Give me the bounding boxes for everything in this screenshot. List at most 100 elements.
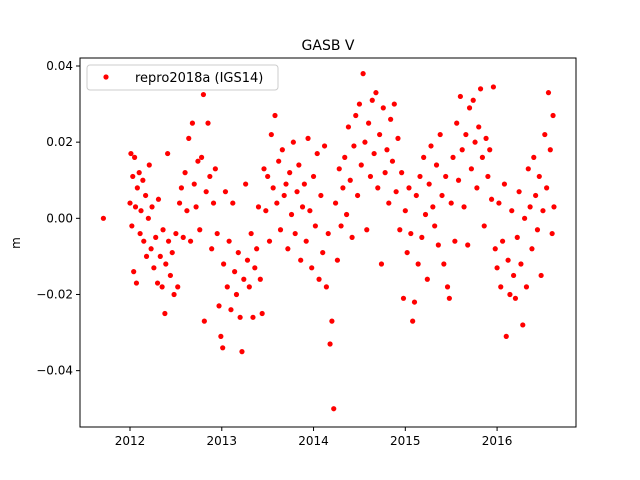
data-point xyxy=(525,166,531,172)
data-point xyxy=(288,211,295,218)
data-point xyxy=(343,211,350,218)
data-point xyxy=(503,333,509,339)
data-point xyxy=(406,185,412,191)
data-point xyxy=(228,307,234,313)
data-point xyxy=(336,166,342,172)
data-point xyxy=(433,162,440,168)
data-point xyxy=(499,238,506,244)
data-point xyxy=(550,112,556,119)
data-point xyxy=(268,131,274,138)
data-point xyxy=(404,249,410,256)
data-point xyxy=(397,227,403,233)
y-tick-label: 0.04 xyxy=(46,59,73,73)
data-point xyxy=(257,276,263,282)
legend-marker xyxy=(103,74,109,80)
data-point xyxy=(254,246,260,252)
data-point xyxy=(347,177,353,183)
data-point xyxy=(470,97,476,103)
data-point xyxy=(540,208,546,214)
data-point xyxy=(312,223,318,229)
data-point xyxy=(151,265,157,271)
data-point xyxy=(454,120,460,126)
data-point xyxy=(446,295,452,301)
x-tick-label: 2013 xyxy=(207,434,238,448)
data-point xyxy=(459,147,465,153)
data-point xyxy=(424,276,430,282)
data-point xyxy=(176,200,183,206)
data-point xyxy=(375,185,381,191)
data-point xyxy=(232,269,238,275)
data-point xyxy=(149,204,155,210)
data-point xyxy=(516,189,522,195)
data-point xyxy=(522,215,528,221)
data-point xyxy=(395,135,401,141)
data-point xyxy=(216,303,222,309)
x-tick-label: 2016 xyxy=(482,434,513,448)
data-point xyxy=(290,139,296,145)
data-point xyxy=(160,227,166,233)
data-point xyxy=(468,166,474,172)
y-axis-label: m xyxy=(9,237,23,249)
data-point xyxy=(345,124,352,130)
data-point xyxy=(542,131,548,138)
data-point xyxy=(169,249,175,256)
data-point xyxy=(187,238,194,244)
data-point xyxy=(351,143,357,149)
data-point xyxy=(498,284,504,290)
data-point xyxy=(476,124,482,130)
data-point xyxy=(178,185,185,191)
y-tick-label: −0.04 xyxy=(36,364,73,378)
data-point xyxy=(186,135,192,141)
data-point xyxy=(334,257,341,263)
data-point xyxy=(299,204,306,210)
data-point xyxy=(487,147,493,153)
data-point xyxy=(226,238,232,244)
data-point xyxy=(518,261,524,267)
data-point xyxy=(523,284,530,290)
data-point xyxy=(100,215,107,221)
data-point xyxy=(358,162,364,168)
data-point xyxy=(362,139,368,145)
data-point xyxy=(435,242,441,248)
data-point xyxy=(529,246,535,252)
legend-label: repro2018a (IGS14) xyxy=(135,71,263,86)
x-axis: 2012 2013 2014 2015 2016 xyxy=(115,427,513,448)
data-point xyxy=(197,227,203,233)
data-point xyxy=(366,120,372,126)
data-point xyxy=(422,211,429,218)
data-point xyxy=(270,185,276,191)
data-point xyxy=(411,299,418,305)
data-point xyxy=(477,86,484,92)
legend-box xyxy=(86,64,279,91)
data-point xyxy=(349,234,355,240)
data-point xyxy=(466,105,473,111)
data-point xyxy=(266,238,273,244)
data-point xyxy=(235,249,241,256)
data-point xyxy=(472,139,478,145)
data-point xyxy=(218,333,224,339)
data-point xyxy=(134,185,140,191)
data-point xyxy=(329,318,335,324)
data-point xyxy=(303,238,309,244)
data-point xyxy=(132,204,139,210)
data-point xyxy=(386,200,392,206)
data-point xyxy=(244,257,251,263)
data-point xyxy=(283,181,289,187)
data-point xyxy=(331,406,337,412)
data-point xyxy=(321,143,328,149)
data-point xyxy=(533,192,539,199)
y-axis: 0.04 0.02 0.00 −0.02 −0.04 xyxy=(36,59,80,378)
data-point xyxy=(165,150,171,157)
data-point xyxy=(410,318,416,324)
data-point xyxy=(417,173,423,180)
data-point xyxy=(382,170,388,176)
data-point xyxy=(162,310,168,317)
data-point xyxy=(457,93,463,100)
data-point xyxy=(246,284,252,290)
data-point xyxy=(250,314,256,320)
data-point xyxy=(353,112,359,119)
chart-title: GASB V xyxy=(302,38,355,54)
data-point xyxy=(325,230,331,237)
data-point xyxy=(175,284,181,290)
